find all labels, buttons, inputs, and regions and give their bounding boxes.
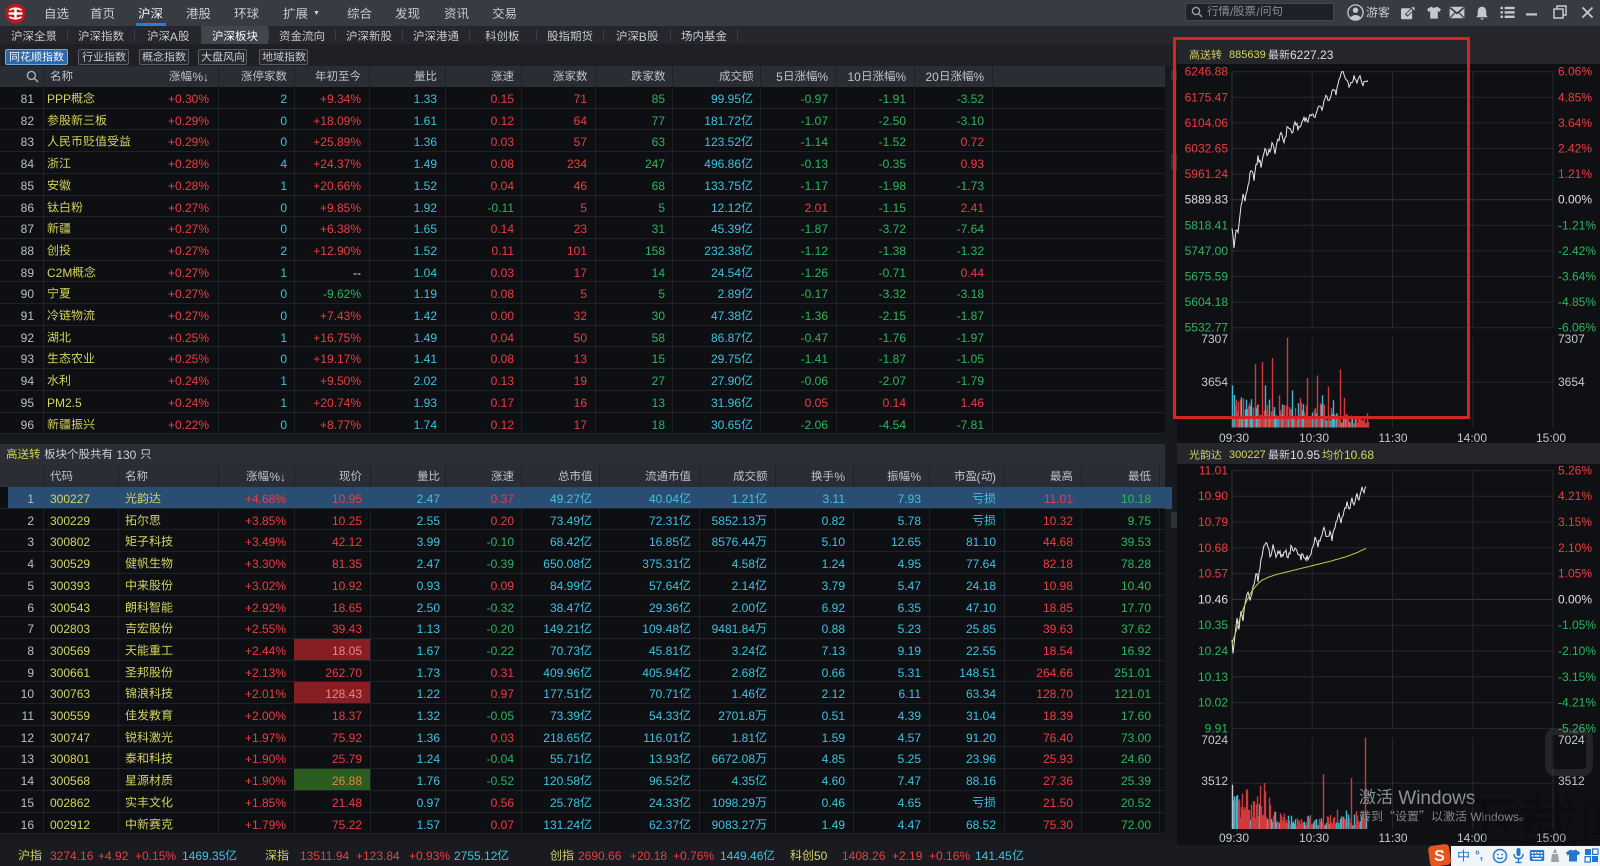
svg-text:3512: 3512 — [1558, 774, 1585, 788]
svg-text:-6.06%: -6.06% — [1558, 321, 1596, 335]
svg-text:5604.18: 5604.18 — [1185, 295, 1229, 309]
svg-text:7307: 7307 — [1558, 332, 1585, 346]
svg-text:1.05%: 1.05% — [1558, 567, 1592, 581]
svg-text:-1.21%: -1.21% — [1558, 218, 1596, 232]
svg-text:5818.41: 5818.41 — [1185, 218, 1229, 232]
svg-text:09:30: 09:30 — [1219, 831, 1249, 845]
svg-text:6.06%: 6.06% — [1558, 65, 1592, 79]
svg-text:3.15%: 3.15% — [1558, 515, 1592, 529]
svg-text:2.42%: 2.42% — [1558, 142, 1592, 156]
svg-text:3.64%: 3.64% — [1558, 116, 1592, 130]
svg-text:4.85%: 4.85% — [1558, 90, 1592, 104]
svg-text:10.46: 10.46 — [1198, 592, 1228, 606]
svg-text:10.90: 10.90 — [1198, 489, 1228, 503]
svg-text:2.10%: 2.10% — [1558, 541, 1592, 555]
svg-text:6246.88: 6246.88 — [1185, 65, 1229, 79]
svg-text:6104.06: 6104.06 — [1185, 116, 1229, 130]
svg-text:10.68: 10.68 — [1198, 541, 1228, 555]
svg-text:14:00: 14:00 — [1457, 831, 1487, 845]
svg-text:11:30: 11:30 — [1378, 431, 1407, 443]
svg-text:1.21%: 1.21% — [1558, 167, 1592, 181]
svg-text:15:00: 15:00 — [1536, 431, 1566, 443]
svg-text:10:30: 10:30 — [1299, 831, 1329, 845]
svg-text:5747.00: 5747.00 — [1185, 244, 1229, 258]
svg-text:S: S — [1434, 848, 1445, 865]
svg-text:7024: 7024 — [1201, 733, 1228, 747]
svg-text:10.24: 10.24 — [1198, 644, 1228, 658]
svg-text:-2.10%: -2.10% — [1558, 644, 1596, 658]
svg-text:9.91: 9.91 — [1205, 721, 1229, 735]
svg-text:-4.85%: -4.85% — [1558, 295, 1596, 309]
svg-text:-1.05%: -1.05% — [1558, 618, 1596, 632]
svg-text:5.26%: 5.26% — [1558, 464, 1592, 477]
svg-text:5532.77: 5532.77 — [1185, 321, 1229, 335]
svg-text:5889.83: 5889.83 — [1185, 193, 1229, 207]
svg-text:11:30: 11:30 — [1378, 831, 1407, 845]
svg-text:6175.47: 6175.47 — [1185, 90, 1229, 104]
svg-text:0.00%: 0.00% — [1558, 193, 1592, 207]
svg-text:5675.59: 5675.59 — [1185, 270, 1229, 284]
svg-text:6032.65: 6032.65 — [1185, 142, 1229, 156]
svg-text:3654: 3654 — [1558, 375, 1585, 389]
svg-text:10.02: 10.02 — [1198, 696, 1228, 710]
svg-text:10.79: 10.79 — [1198, 515, 1228, 529]
svg-text:7024: 7024 — [1558, 733, 1585, 747]
svg-text:5961.24: 5961.24 — [1185, 167, 1229, 181]
svg-text:-3.15%: -3.15% — [1558, 670, 1596, 684]
svg-text:0.00%: 0.00% — [1558, 592, 1592, 606]
svg-text:10.13: 10.13 — [1198, 670, 1228, 684]
svg-text:3654: 3654 — [1201, 375, 1228, 389]
svg-text:10:30: 10:30 — [1299, 431, 1329, 443]
svg-text:09:30: 09:30 — [1219, 431, 1249, 443]
svg-text:14:00: 14:00 — [1457, 431, 1487, 443]
svg-text:-3.64%: -3.64% — [1558, 270, 1596, 284]
svg-text:-4.21%: -4.21% — [1558, 696, 1596, 710]
svg-text:11.01: 11.01 — [1199, 464, 1228, 477]
svg-text:10.57: 10.57 — [1198, 567, 1228, 581]
svg-text:-2.42%: -2.42% — [1558, 244, 1596, 258]
svg-text:4.21%: 4.21% — [1558, 489, 1592, 503]
svg-text:10.35: 10.35 — [1198, 618, 1228, 632]
svg-text:3512: 3512 — [1201, 774, 1228, 788]
svg-text:7307: 7307 — [1201, 332, 1228, 346]
